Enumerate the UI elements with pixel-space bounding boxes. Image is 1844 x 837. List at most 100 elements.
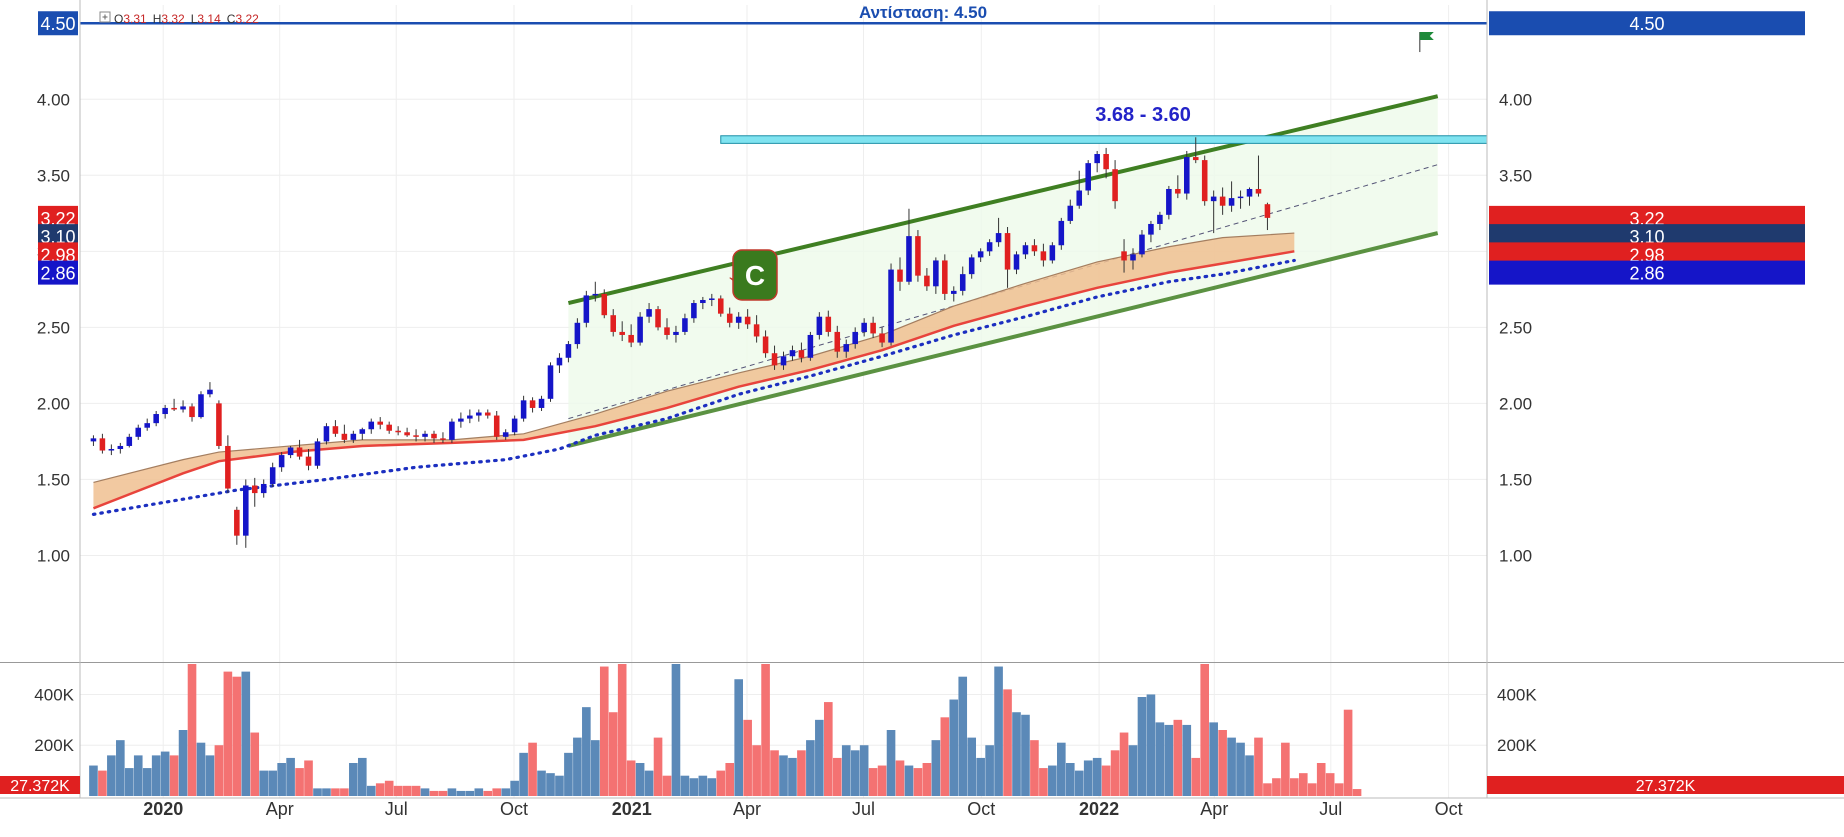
candle-body xyxy=(1040,251,1047,261)
candle-body xyxy=(565,344,572,358)
volume-bar xyxy=(1146,694,1156,796)
candle-body xyxy=(207,389,213,395)
volume-bar xyxy=(985,745,994,796)
volume-bar xyxy=(967,737,977,796)
volume-bar xyxy=(958,676,968,796)
volume-bar xyxy=(142,768,152,796)
volume-bar xyxy=(617,664,627,796)
candle-body xyxy=(986,242,993,252)
candle-body xyxy=(440,438,446,440)
candle-body xyxy=(476,412,482,416)
candle-body xyxy=(601,293,608,316)
candle-body xyxy=(664,327,670,335)
volume-bar xyxy=(931,740,941,796)
volume-bar xyxy=(564,752,573,796)
volume-bar xyxy=(680,775,690,796)
volume-bar xyxy=(1272,778,1281,796)
y-tick-label-right: 2.50 xyxy=(1499,318,1532,337)
volume-bar xyxy=(850,750,860,796)
resistance-zone-rect xyxy=(720,135,1488,144)
candle-body xyxy=(153,414,159,424)
candle-body xyxy=(413,435,419,437)
volume-bar xyxy=(447,788,457,796)
volume-bar xyxy=(393,785,403,796)
volume-bar xyxy=(295,768,304,796)
y-tick-label-right: 2.00 xyxy=(1499,394,1532,413)
volume-bar xyxy=(1218,730,1227,796)
candle-body xyxy=(870,322,876,334)
y-tick-label-left: 4.00 xyxy=(37,90,70,109)
volume-bar xyxy=(241,671,251,796)
volume-bar xyxy=(913,768,923,796)
price-label-badge xyxy=(1489,260,1805,285)
volume-bar xyxy=(268,770,277,796)
price-label-text: 2.86 xyxy=(40,264,75,284)
volume-bar xyxy=(1074,770,1084,796)
volume-bar xyxy=(788,757,797,796)
candle-body xyxy=(493,415,500,437)
volume-bar xyxy=(250,732,260,796)
volume-bar xyxy=(286,757,295,796)
volume-bar xyxy=(671,664,681,796)
candle-body xyxy=(135,427,142,437)
volume-bar xyxy=(922,763,932,796)
candle-body xyxy=(458,418,464,422)
flag-icon[interactable] xyxy=(1419,32,1434,53)
price-label-badge xyxy=(38,11,78,36)
price-label-text: 2.98 xyxy=(1629,245,1664,265)
candle-body xyxy=(502,432,509,437)
price-label-text: 2.98 xyxy=(40,245,75,265)
price-label-text: 4.50 xyxy=(1629,14,1664,34)
candle-body xyxy=(1031,245,1038,252)
price-label-text: 4.50 xyxy=(40,14,75,34)
candle-body xyxy=(1004,233,1011,270)
volume-bar xyxy=(1281,742,1290,796)
candle-body xyxy=(162,407,168,415)
volume-bar xyxy=(877,765,887,796)
last-volume-badge-text: 27.372K xyxy=(1636,778,1696,795)
volume-bar xyxy=(626,760,636,796)
candle-body xyxy=(422,433,428,437)
volume-bar xyxy=(331,788,340,796)
y-tick-label-right: 4.00 xyxy=(1499,90,1532,109)
candle-body xyxy=(108,449,115,451)
ohlc-close-value: 3.22 xyxy=(235,12,259,26)
candle-body xyxy=(305,456,312,466)
candle-body xyxy=(1148,223,1154,235)
candle-body xyxy=(1085,163,1091,191)
volume-bar xyxy=(420,788,430,796)
candle-body xyxy=(511,418,518,433)
candle-body xyxy=(807,334,814,358)
candle-body xyxy=(1103,154,1109,170)
candle-body xyxy=(225,445,231,489)
volume-bar xyxy=(1057,742,1066,796)
candle-body xyxy=(1201,160,1208,202)
candle-body xyxy=(99,438,106,451)
candle-body xyxy=(287,447,294,456)
volume-bar xyxy=(832,757,842,796)
candle-body xyxy=(296,447,303,457)
volume-tick-label-right: 200K xyxy=(1497,736,1537,755)
volume-bar xyxy=(1191,757,1201,796)
volume-bar xyxy=(976,757,985,796)
volume-bar xyxy=(89,765,98,796)
candle-body xyxy=(592,293,599,296)
candle-body xyxy=(269,467,276,484)
volume-bar xyxy=(1048,765,1057,796)
candle-body xyxy=(717,298,724,314)
last-volume-badge-text: 27.372K xyxy=(10,778,70,795)
volume-bar xyxy=(402,785,412,796)
volume-bar xyxy=(160,751,170,796)
ohlc-open-value: 3.31 xyxy=(123,12,147,26)
candle-body xyxy=(977,251,984,258)
volume-bar xyxy=(483,790,493,796)
volume-bar xyxy=(859,745,869,796)
candle-body xyxy=(798,350,805,358)
candle-body xyxy=(547,365,554,399)
candle-body xyxy=(1219,196,1226,206)
axes: 1.001.001.501.502.002.002.502.503.003.00… xyxy=(0,0,1844,819)
candle-body xyxy=(735,316,742,323)
candle-body xyxy=(171,407,177,410)
volume-bar xyxy=(205,755,215,796)
volume-bar xyxy=(1325,773,1335,796)
